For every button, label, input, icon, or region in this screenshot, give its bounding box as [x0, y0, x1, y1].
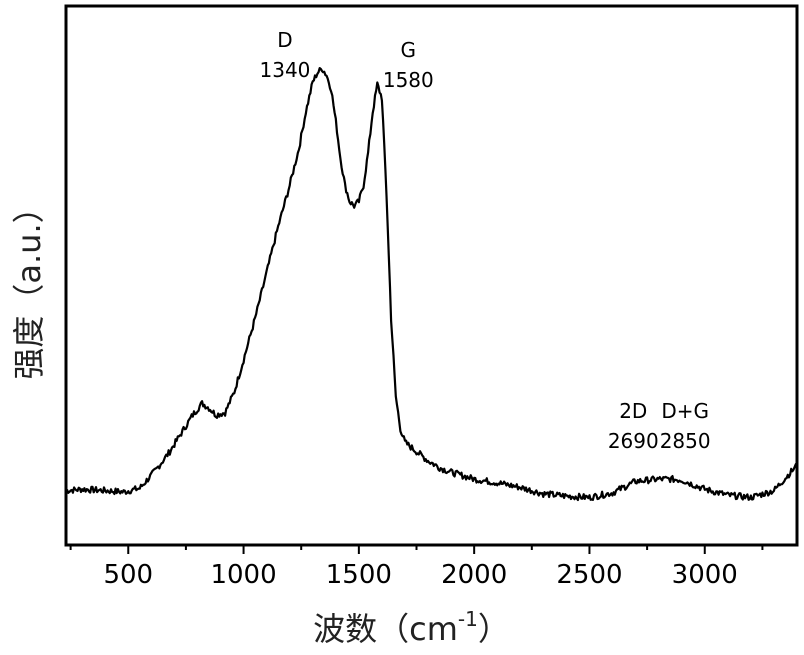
peak-label: D — [277, 28, 292, 52]
peak-label: 2D — [619, 399, 647, 423]
x-axis-tick-labels: 500 1000 1500 2000 2500 3000 — [103, 560, 737, 590]
peak-value: 2690 — [608, 429, 659, 453]
peak-label: G — [401, 38, 417, 62]
peak-annotations: D 1340 G 1580 2D 2690D+G 2850 — [260, 28, 711, 453]
x-axis-title-unit-sup: -1 — [458, 607, 478, 631]
x-tick-label: 1500 — [326, 560, 392, 590]
y-axis-title: 强度（a.u.） — [10, 191, 48, 379]
x-tick-label: 2500 — [556, 560, 622, 590]
x-tick-label: 2000 — [441, 560, 507, 590]
x-axis-title: 波数（cm-1） — [313, 607, 510, 648]
x-axis-title-unit-close: ） — [478, 610, 510, 648]
peak-value: 2850 — [660, 429, 711, 453]
x-tick-label: 3000 — [672, 560, 738, 590]
peak-label: D+G — [661, 399, 709, 423]
peak-value: 1580 — [383, 68, 434, 92]
x-tick-label: 500 — [103, 560, 153, 590]
x-axis-title-text: 波数 — [313, 610, 377, 648]
x-axis-title-unit: （cm — [377, 610, 458, 648]
peak-value: 1340 — [260, 58, 311, 82]
x-tick-label: 1000 — [210, 560, 276, 590]
